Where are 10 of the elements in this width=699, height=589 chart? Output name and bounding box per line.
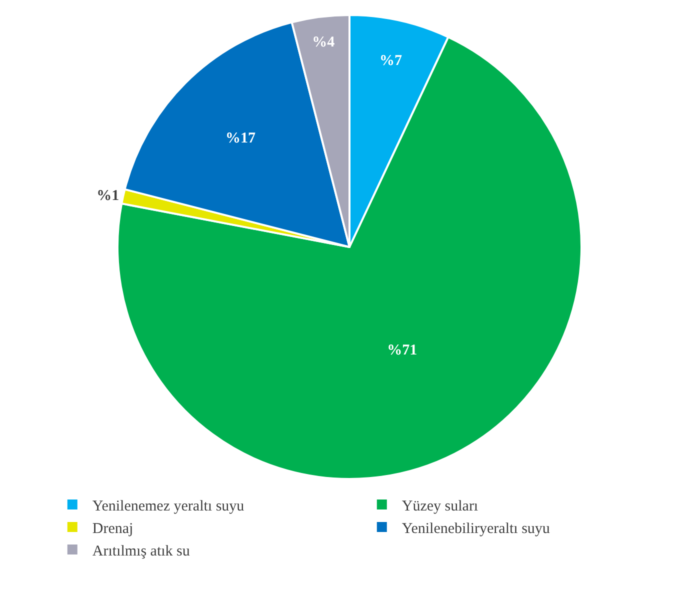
data-label: %7 bbox=[380, 53, 403, 70]
data-label: %1 bbox=[96, 188, 120, 204]
legend-label: Yüzey suları bbox=[402, 498, 478, 514]
legend-label: Yenilenebiliryeraltı suyu bbox=[402, 520, 550, 537]
data-label: %71 bbox=[387, 342, 418, 358]
legend-label: Yenilenemez yeraltı suyu bbox=[92, 498, 245, 514]
legend-label: Drenaj bbox=[92, 520, 134, 537]
data-label: %17 bbox=[226, 130, 256, 146]
data-label: %4 bbox=[312, 34, 336, 50]
legend-label: Arıtılmış atık su bbox=[92, 543, 190, 560]
